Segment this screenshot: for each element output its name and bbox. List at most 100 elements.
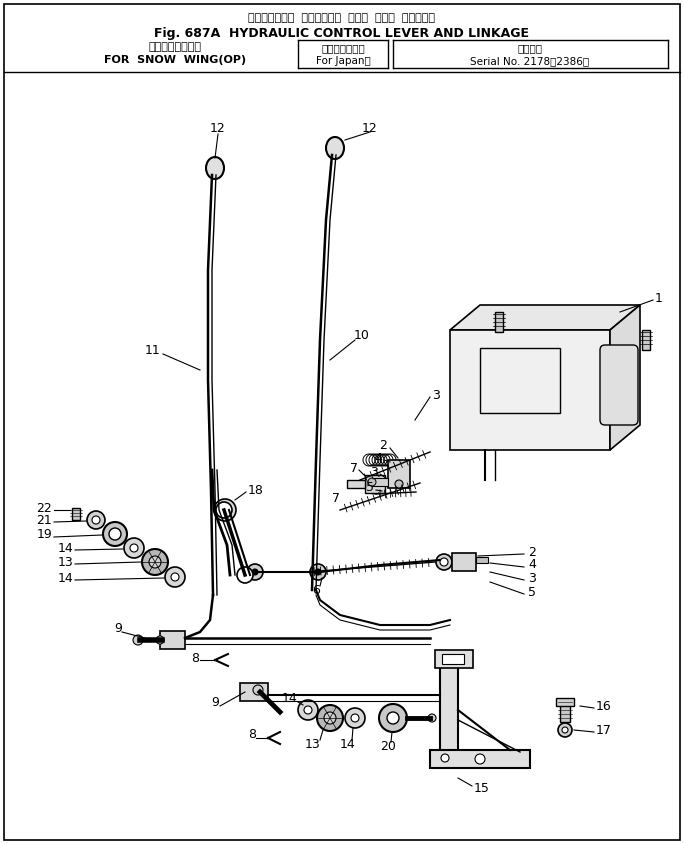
Text: 9: 9 xyxy=(211,696,219,710)
Text: 16: 16 xyxy=(596,700,611,712)
Circle shape xyxy=(124,538,144,558)
Text: Fig. 687A  HYDRAULIC CONTROL LEVER AND LINKAGE: Fig. 687A HYDRAULIC CONTROL LEVER AND LI… xyxy=(155,27,529,40)
Circle shape xyxy=(252,569,258,575)
Text: 2: 2 xyxy=(379,439,387,452)
Text: 3: 3 xyxy=(432,388,440,402)
Text: 8: 8 xyxy=(191,652,199,664)
Circle shape xyxy=(92,516,100,524)
Text: 21: 21 xyxy=(36,515,52,528)
Text: 22: 22 xyxy=(36,501,52,515)
Bar xyxy=(452,553,476,571)
Text: 8: 8 xyxy=(248,728,256,742)
Circle shape xyxy=(345,708,365,728)
Text: 4: 4 xyxy=(374,452,382,464)
Circle shape xyxy=(379,704,407,732)
Polygon shape xyxy=(610,305,640,450)
Text: 14: 14 xyxy=(57,542,73,555)
Bar xyxy=(495,312,503,332)
Circle shape xyxy=(149,556,161,568)
Circle shape xyxy=(103,522,127,546)
Text: For Japan）: For Japan） xyxy=(315,56,370,66)
Text: 11: 11 xyxy=(145,344,161,356)
Ellipse shape xyxy=(206,157,224,179)
Circle shape xyxy=(395,480,403,488)
Circle shape xyxy=(253,685,263,695)
Text: 5: 5 xyxy=(528,586,536,598)
Circle shape xyxy=(315,569,321,575)
Bar xyxy=(642,330,650,350)
Text: 17: 17 xyxy=(596,723,612,737)
Circle shape xyxy=(428,714,436,722)
Text: 2: 2 xyxy=(528,545,536,559)
Bar xyxy=(240,683,268,701)
Circle shape xyxy=(368,478,376,486)
Text: 5: 5 xyxy=(366,480,374,494)
Text: 13: 13 xyxy=(57,555,73,569)
Circle shape xyxy=(171,573,179,581)
Circle shape xyxy=(436,554,452,570)
Circle shape xyxy=(562,727,568,733)
Text: 3: 3 xyxy=(528,571,536,585)
Text: 18: 18 xyxy=(248,484,264,496)
Circle shape xyxy=(142,549,168,575)
Bar xyxy=(556,698,574,706)
Text: 3: 3 xyxy=(370,466,378,479)
FancyBboxPatch shape xyxy=(600,345,638,425)
Bar xyxy=(450,330,610,450)
Polygon shape xyxy=(450,305,640,330)
Circle shape xyxy=(440,558,448,566)
Text: 適用号機: 適用号機 xyxy=(518,43,542,53)
Text: 13: 13 xyxy=(305,738,321,750)
Text: 19: 19 xyxy=(36,528,52,542)
Circle shape xyxy=(304,706,312,714)
Bar xyxy=(430,750,530,768)
Circle shape xyxy=(237,567,253,583)
Circle shape xyxy=(387,712,399,724)
Circle shape xyxy=(214,499,236,521)
Bar xyxy=(372,478,388,486)
Circle shape xyxy=(317,705,343,731)
Circle shape xyxy=(558,723,572,737)
Circle shape xyxy=(475,754,485,764)
Text: 14: 14 xyxy=(282,691,298,705)
Circle shape xyxy=(165,567,185,587)
Circle shape xyxy=(220,505,230,515)
Text: 12: 12 xyxy=(362,122,378,134)
Text: 20: 20 xyxy=(380,739,396,753)
Bar xyxy=(72,508,80,520)
Circle shape xyxy=(130,544,138,552)
Bar xyxy=(560,700,570,722)
Text: ハイドロリック  コントロール  レバー  および  リンケージ: ハイドロリック コントロール レバー および リンケージ xyxy=(248,13,436,23)
Bar xyxy=(160,631,185,649)
Text: （国　内　向）: （国 内 向） xyxy=(321,43,365,53)
Text: 15: 15 xyxy=(474,782,490,794)
Circle shape xyxy=(298,700,318,720)
Text: スノウウィング用: スノウウィング用 xyxy=(148,42,202,52)
Text: Serial No. 2178～2386）: Serial No. 2178～2386） xyxy=(471,56,590,66)
Circle shape xyxy=(441,754,449,762)
Circle shape xyxy=(324,712,336,724)
Text: 10: 10 xyxy=(354,328,370,342)
Text: 12: 12 xyxy=(210,122,226,134)
Bar xyxy=(442,654,464,664)
Bar xyxy=(476,557,488,563)
Text: 14: 14 xyxy=(57,571,73,585)
Text: 6: 6 xyxy=(312,583,320,597)
Bar xyxy=(435,650,473,668)
Text: 1: 1 xyxy=(655,291,663,305)
Circle shape xyxy=(133,635,143,645)
Text: 7: 7 xyxy=(332,491,340,505)
Circle shape xyxy=(216,502,232,518)
Ellipse shape xyxy=(326,137,344,159)
Text: 14: 14 xyxy=(340,738,356,750)
Text: 4: 4 xyxy=(528,559,536,571)
Circle shape xyxy=(87,511,105,529)
Text: 7: 7 xyxy=(350,462,358,474)
Circle shape xyxy=(247,564,263,580)
Bar xyxy=(347,480,365,488)
Text: FOR  SNOW  WING(OP): FOR SNOW WING(OP) xyxy=(104,55,246,65)
Bar xyxy=(480,348,560,413)
Circle shape xyxy=(351,714,359,722)
Bar xyxy=(388,460,410,488)
Bar xyxy=(440,660,458,760)
